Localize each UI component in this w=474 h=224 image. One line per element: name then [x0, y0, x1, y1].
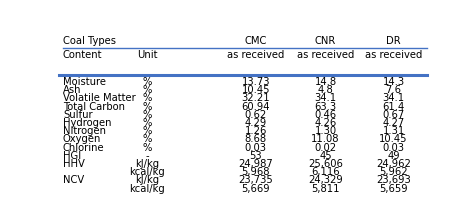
Text: 60.94: 60.94 — [242, 102, 270, 112]
Text: 0.02: 0.02 — [315, 143, 337, 153]
Text: 1.31: 1.31 — [383, 126, 405, 136]
Text: 10.45: 10.45 — [379, 134, 408, 144]
Text: 63.3: 63.3 — [315, 102, 337, 112]
Text: Ash: Ash — [63, 85, 82, 95]
Text: kcal/kg: kcal/kg — [129, 184, 165, 194]
Text: NCV: NCV — [63, 175, 84, 185]
Text: 8.68: 8.68 — [245, 134, 267, 144]
Text: kJ/kg: kJ/kg — [136, 159, 159, 169]
Text: 0.67: 0.67 — [383, 110, 405, 120]
Text: %: % — [143, 134, 152, 144]
Text: 14.3: 14.3 — [383, 77, 405, 87]
Text: %: % — [143, 110, 152, 120]
Text: as received: as received — [297, 50, 354, 60]
Text: CMC: CMC — [245, 35, 267, 45]
Text: 5,669: 5,669 — [241, 184, 270, 194]
Text: 7.6: 7.6 — [385, 85, 401, 95]
Text: Total Carbon: Total Carbon — [63, 102, 125, 112]
Text: 13.73: 13.73 — [242, 77, 270, 87]
Text: 25,606: 25,606 — [308, 159, 343, 169]
Text: Hydrogen: Hydrogen — [63, 118, 111, 128]
Text: Nitrogen: Nitrogen — [63, 126, 106, 136]
Text: 6,116: 6,116 — [311, 167, 340, 177]
Text: 4.26: 4.26 — [314, 118, 337, 128]
Text: 53: 53 — [249, 151, 262, 161]
Text: 32.21: 32.21 — [241, 93, 270, 103]
Text: kJ/kg: kJ/kg — [136, 175, 159, 185]
Text: 45: 45 — [319, 151, 332, 161]
Text: 10.45: 10.45 — [242, 85, 270, 95]
Text: %: % — [143, 102, 152, 112]
Text: 0.62: 0.62 — [245, 110, 267, 120]
Text: 4.8: 4.8 — [318, 85, 333, 95]
Text: 23,735: 23,735 — [238, 175, 273, 185]
Text: 34.1: 34.1 — [383, 93, 405, 103]
Text: 5,962: 5,962 — [379, 167, 408, 177]
Text: 34.1: 34.1 — [315, 93, 337, 103]
Text: Moisture: Moisture — [63, 77, 106, 87]
Text: 11.08: 11.08 — [311, 134, 340, 144]
Text: %: % — [143, 118, 152, 128]
Text: 0.03: 0.03 — [245, 143, 267, 153]
Text: -: - — [146, 151, 149, 161]
Text: 61.4: 61.4 — [383, 102, 405, 112]
Text: 5,659: 5,659 — [379, 184, 408, 194]
Text: 14.8: 14.8 — [315, 77, 337, 87]
Text: 1.26: 1.26 — [245, 126, 267, 136]
Text: 24,987: 24,987 — [238, 159, 273, 169]
Text: 0.46: 0.46 — [315, 110, 337, 120]
Text: 5,968: 5,968 — [242, 167, 270, 177]
Text: 4.29: 4.29 — [245, 118, 267, 128]
Text: HHV: HHV — [63, 159, 85, 169]
Text: %: % — [143, 126, 152, 136]
Text: Unit: Unit — [137, 50, 158, 60]
Text: HGI: HGI — [63, 151, 81, 161]
Text: as received: as received — [227, 50, 284, 60]
Text: %: % — [143, 93, 152, 103]
Text: as received: as received — [365, 50, 422, 60]
Text: 5,811: 5,811 — [311, 184, 340, 194]
Text: %: % — [143, 85, 152, 95]
Text: Chlorine: Chlorine — [63, 143, 105, 153]
Text: Sulfur: Sulfur — [63, 110, 92, 120]
Text: 4.27: 4.27 — [383, 118, 405, 128]
Text: CNR: CNR — [315, 35, 336, 45]
Text: Volatile Matter: Volatile Matter — [63, 93, 136, 103]
Text: 24,962: 24,962 — [376, 159, 411, 169]
Text: 0.03: 0.03 — [383, 143, 404, 153]
Text: 49: 49 — [387, 151, 400, 161]
Text: kcal/kg: kcal/kg — [129, 167, 165, 177]
Text: 23,693: 23,693 — [376, 175, 411, 185]
Text: Content: Content — [63, 50, 102, 60]
Text: %: % — [143, 77, 152, 87]
Text: %: % — [143, 143, 152, 153]
Text: DR: DR — [386, 35, 401, 45]
Text: 24,329: 24,329 — [308, 175, 343, 185]
Text: Oxygen: Oxygen — [63, 134, 101, 144]
Text: 1.30: 1.30 — [315, 126, 337, 136]
Text: Coal Types: Coal Types — [63, 35, 116, 45]
